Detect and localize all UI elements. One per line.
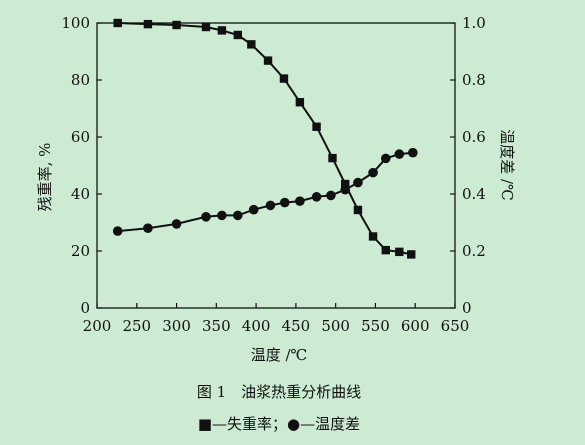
x-tick-label: 450 (282, 317, 311, 335)
x-tick-label: 600 (401, 317, 430, 335)
figure-caption: 图 1 油浆热重分析曲线 (197, 383, 361, 401)
series-temperature-difference (112, 147, 418, 236)
y-right-tick-label: 0.4 (462, 185, 486, 203)
data-point-circle (112, 226, 123, 236)
data-point-square (295, 98, 305, 107)
data-point-circle (368, 167, 378, 178)
y-left-tick-label: 80 (71, 71, 90, 89)
data-point-circle (380, 153, 391, 164)
data-point-circle (233, 210, 243, 221)
data-point-square (368, 232, 378, 241)
data-point-square (143, 19, 153, 29)
x-tick-label: 550 (361, 317, 390, 335)
y-left-tick-label: 40 (71, 185, 90, 203)
data-point-square (113, 18, 122, 28)
data-point-circle (265, 200, 276, 211)
data-point-circle (201, 212, 211, 222)
x-axis-label: 温度 /℃ (251, 346, 308, 364)
data-point-square (172, 20, 181, 30)
series-line (117, 151, 413, 233)
y-right-tick-label: 0.6 (462, 128, 486, 146)
y-right-tick-label: 0.8 (462, 71, 486, 89)
data-point-square (395, 247, 404, 257)
data-point-square (341, 179, 350, 189)
x-tick-label: 250 (122, 317, 151, 335)
axes: 200 250 300 350 400 450 500 550 600 6500204060801… (61, 14, 486, 335)
data-point-square (407, 250, 416, 259)
data-point-square (263, 56, 273, 65)
data-point-square (201, 22, 211, 32)
data-point-circle (295, 196, 305, 206)
y-left-tick-label: 100 (61, 14, 90, 32)
data-point-square (233, 30, 243, 40)
y-right-tick-label: 0.2 (462, 242, 486, 260)
data-point-square (217, 26, 227, 35)
data-point-circle (353, 177, 363, 188)
data-point-square (247, 40, 256, 49)
x-tick-label: 650 (441, 317, 470, 335)
data-point-square (328, 153, 337, 163)
plot-frame (96, 22, 456, 309)
data-point-circle (217, 210, 227, 221)
y-left-axis-label: 残重率, % (36, 143, 54, 212)
x-tick-label: 500 (321, 317, 350, 335)
data-point-circle (279, 197, 290, 208)
data-point-circle (394, 149, 405, 159)
series-weight-loss (113, 18, 416, 259)
y-left-tick-label: 20 (71, 242, 90, 260)
x-tick-label: 200 (83, 317, 112, 335)
y-right-axis-label: 温度差 /℃ (498, 129, 516, 201)
y-right-tick-label: 1.0 (462, 14, 486, 32)
data-point-square (381, 245, 390, 255)
data-point-circle (248, 204, 259, 215)
data-point-circle (171, 219, 182, 229)
y-right-tick-label: 0 (462, 299, 472, 317)
data-point-circle (340, 184, 351, 195)
data-point-square (353, 205, 363, 215)
data-point-circle (408, 147, 418, 158)
y-left-tick-label: 0 (80, 299, 90, 317)
data-point-circle (143, 223, 153, 233)
data-point-circle (311, 192, 322, 202)
data-point-circle (326, 190, 336, 201)
data-point-square (312, 122, 321, 131)
y-left-tick-label: 60 (71, 128, 90, 146)
legend: ■—失重率；●—温度差 (198, 415, 360, 433)
x-tick-label: 350 (202, 317, 231, 335)
x-tick-label: 300 (162, 317, 191, 335)
x-tick-label: 400 (242, 317, 271, 335)
series-layer (112, 18, 418, 259)
data-point-square (279, 74, 289, 83)
